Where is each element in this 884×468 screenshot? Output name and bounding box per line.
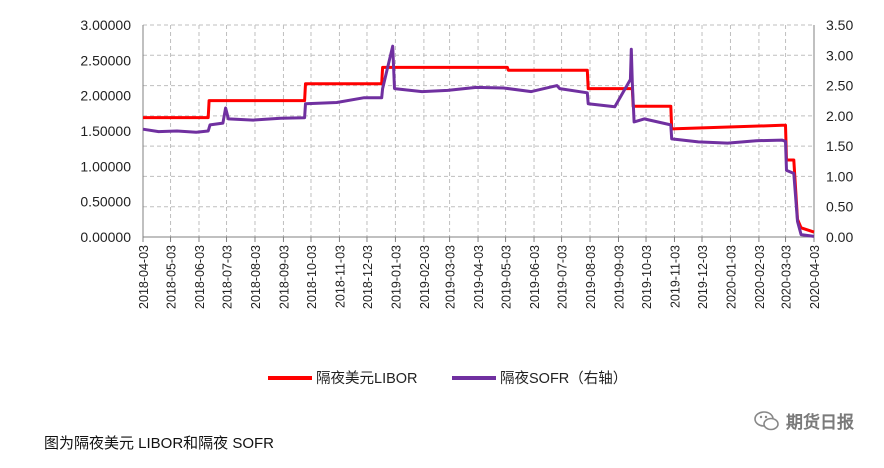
series-line-sofr <box>142 44 815 238</box>
x-tick-label: 2020-03-03 <box>780 245 794 309</box>
x-tick-label: 2019-12-03 <box>696 245 710 309</box>
x-tick-label: 2020-02-03 <box>753 245 767 309</box>
x-tick-label: 2019-02-03 <box>418 245 432 309</box>
y-left-tick-label: 3.00000 <box>80 17 131 33</box>
legend-label: 隔夜美元LIBOR <box>316 370 418 387</box>
y-right-tick-label: 0.00 <box>826 229 853 245</box>
x-tick-label: 2018-04-03 <box>137 245 151 309</box>
x-tick-label: 2019-08-03 <box>584 245 598 309</box>
wechat-icon <box>754 410 780 432</box>
y-left-tick-label: 0.50000 <box>80 194 131 210</box>
x-tick-label: 2019-10-03 <box>640 245 654 309</box>
x-tick-label: 2019-07-03 <box>556 245 570 309</box>
watermark-text: 期货日报 <box>786 413 854 432</box>
x-tick-label: 2018-12-03 <box>361 245 375 309</box>
figure-caption: 图为隔夜美元 LIBOR和隔夜 SOFR <box>44 435 275 452</box>
y-right-tick-label: 0.50 <box>826 199 853 215</box>
x-tick-label: 2019-03-03 <box>444 245 458 309</box>
chart-svg: 0.000000.500001.000001.500002.000002.500… <box>80 17 853 387</box>
x-tick-label: 2018-11-03 <box>333 245 347 308</box>
chart: 0.00000 0.50000 1.00000 1.50000 2.00000 2.500… <box>80 17 853 387</box>
x-tick-label: 2019-01-03 <box>389 245 403 309</box>
y-right-tick-label: 2.50 <box>826 78 853 94</box>
x-tick-label: 2018-06-03 <box>193 245 207 309</box>
x-tick-label: 2018-07-03 <box>221 245 235 309</box>
x-tick-label: 2019-06-03 <box>528 245 542 309</box>
y-left-tick-label: 2.50000 <box>80 52 131 68</box>
y-left-tick-label: 1.50000 <box>80 123 131 139</box>
x-tick-label: 2018-09-03 <box>277 245 291 309</box>
x-tick-label: 2020-04-03 <box>808 245 822 309</box>
x-tick-label: 2019-11-03 <box>668 245 682 308</box>
y-left-tick-label: 0.00000 <box>80 229 131 245</box>
series-line-libor <box>143 65 815 234</box>
y-left-tick-label: 2.00000 <box>80 88 131 104</box>
x-tick-label: 2018-05-03 <box>165 245 179 309</box>
y-right-tick-label: 2.00 <box>826 108 853 124</box>
y-right-tick-label: 1.50 <box>826 138 853 154</box>
x-tick-label: 2019-09-03 <box>612 245 626 309</box>
y-right-tick-label: 1.00 <box>826 168 853 184</box>
x-tick-label: 2018-10-03 <box>305 245 319 309</box>
x-tick-label: 2019-05-03 <box>500 245 514 309</box>
x-tick-label: 2019-04-03 <box>472 245 486 309</box>
x-tick-label: 2018-08-03 <box>249 245 263 309</box>
legend-label: 隔夜SOFR（右轴） <box>500 370 627 387</box>
y-left-tick-label: 1.00000 <box>80 158 131 174</box>
y-right-tick-label: 3.00 <box>826 47 853 63</box>
watermark: 期货日报 <box>754 408 854 433</box>
y-right-tick-label: 3.50 <box>826 17 853 33</box>
x-tick-label: 2020-01-03 <box>724 245 738 309</box>
